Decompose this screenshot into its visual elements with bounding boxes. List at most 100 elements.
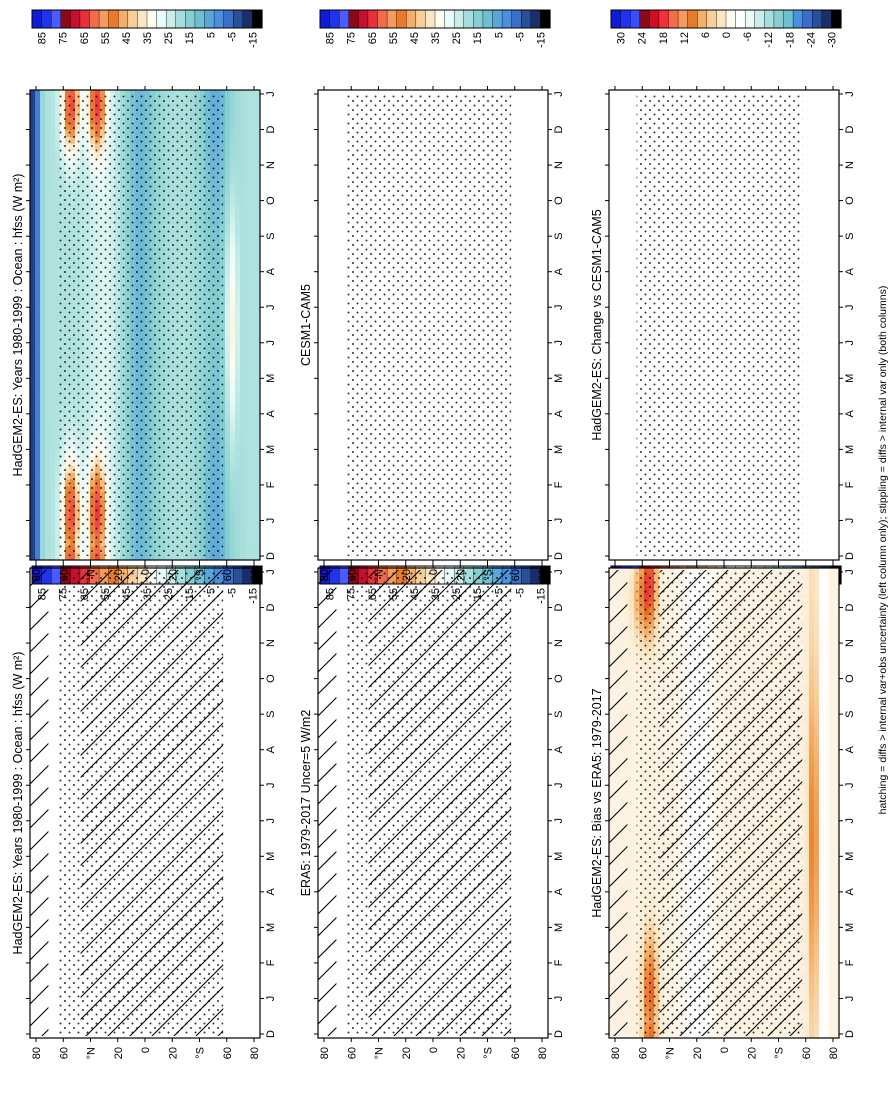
panel-1: 80 60 °N 20 0 20 °S 60 80 D J F M A M J J A S O N D J HadGEM2-E… bbox=[11, 564, 277, 1059]
colorbar-swatch bbox=[98, 9, 110, 29]
month-tick-label: A bbox=[265, 745, 277, 753]
colorbar-swatch bbox=[629, 9, 641, 29]
month-tick-label: D bbox=[265, 1030, 277, 1038]
month-tick-label: J bbox=[265, 304, 277, 310]
colorbar-tick-label: 0 bbox=[721, 32, 733, 38]
colorbar-tick-label: 25 bbox=[163, 32, 175, 44]
month-tick-label: F bbox=[553, 481, 565, 488]
month-tick-label: J bbox=[844, 996, 856, 1002]
colorbar-tick-label: 65 bbox=[367, 32, 379, 44]
month-tick-label: J bbox=[553, 818, 565, 824]
colorbar-swatch bbox=[444, 9, 455, 29]
colorbar-tick-label: 24 bbox=[637, 32, 649, 44]
colorbar-tick-label: 75 bbox=[58, 32, 70, 44]
month-tick-label: J bbox=[265, 91, 277, 97]
panel-5: 80 60 °N 20 0 20 °S 60 80 D J F M A M J J A S O N D J HadGEM2-E… bbox=[590, 564, 856, 1059]
lat-tick-label: °N bbox=[86, 1047, 98, 1059]
colorbar-tick-label: 5 bbox=[205, 32, 217, 38]
colorbar-swatch bbox=[744, 9, 756, 29]
colorbar-swatch bbox=[473, 9, 484, 29]
colorbar-tick-label: 55 bbox=[100, 32, 112, 44]
colorbar-tick-label: -15 bbox=[247, 32, 259, 48]
month-tick-label: N bbox=[553, 161, 565, 169]
month-tick-label: S bbox=[553, 232, 565, 239]
month-tick-label: J bbox=[553, 996, 565, 1002]
colorbar-swatch bbox=[386, 9, 398, 29]
colorbar-swatch bbox=[821, 9, 833, 29]
colorbar-swatch bbox=[329, 9, 340, 29]
lat-tick-label: 20 bbox=[113, 1047, 125, 1059]
month-tick-label: O bbox=[553, 674, 565, 683]
colorbar-tick-label: -24 bbox=[805, 32, 817, 48]
colorbar-swatch bbox=[764, 9, 775, 29]
lat-tick-label: 0 bbox=[719, 1047, 731, 1053]
month-tick-label: M bbox=[844, 852, 856, 861]
month-tick-label: J bbox=[265, 782, 277, 788]
colorbar-swatch bbox=[70, 9, 81, 29]
month-tick-label: A bbox=[844, 888, 856, 896]
colorbar-swatch bbox=[223, 9, 234, 29]
panel-title: HadGEM2-ES: Years 1980-1999 : Ocean : hf… bbox=[11, 174, 25, 477]
lat-tick-label: 80 bbox=[828, 1047, 840, 1059]
lat-tick-label: °S bbox=[195, 1047, 207, 1059]
month-tick-label: O bbox=[844, 196, 856, 205]
month-tick-label: F bbox=[553, 959, 565, 966]
month-tick-label: D bbox=[265, 604, 277, 612]
colorbar-tick-label: -6 bbox=[742, 32, 754, 42]
colorbar-tick-label: 75 bbox=[346, 32, 358, 44]
colorbar-swatch bbox=[31, 9, 43, 29]
colorbar-swatch bbox=[482, 9, 494, 29]
month-tick-label: J bbox=[844, 91, 856, 97]
month-tick-label: A bbox=[553, 267, 565, 275]
colorbar-4: 85 75 65 55 45 35 25 15 5 -5 -15 bbox=[319, 9, 551, 48]
colorbar-swatch bbox=[127, 9, 139, 29]
colorbar-swatch bbox=[434, 9, 446, 29]
colorbar-swatch bbox=[501, 9, 513, 29]
month-tick-label: J bbox=[265, 518, 277, 524]
colorbar-swatch bbox=[338, 9, 350, 29]
lat-tick-label: 20 bbox=[167, 1047, 179, 1059]
month-tick-label: S bbox=[265, 232, 277, 239]
colorbar-swatch bbox=[735, 9, 746, 29]
colorbar-swatch bbox=[649, 9, 660, 29]
lat-tick-label: 80 bbox=[537, 1047, 549, 1059]
month-tick-label: J bbox=[553, 518, 565, 524]
month-tick-label: O bbox=[265, 674, 277, 683]
colorbar-tick-label: -15 bbox=[247, 588, 259, 604]
month-tick-label: M bbox=[265, 923, 277, 932]
month-tick-label: D bbox=[844, 126, 856, 134]
colorbar-swatch bbox=[620, 9, 631, 29]
panel-title: HadGEM2-ES: Change vs CESM1-CAM5 bbox=[590, 209, 604, 440]
month-tick-label: D bbox=[844, 604, 856, 612]
month-tick-label: A bbox=[844, 410, 856, 418]
lat-tick-label: 60 bbox=[510, 1047, 522, 1059]
colorbar-swatch bbox=[783, 9, 794, 29]
stipple-overlay bbox=[636, 94, 803, 556]
lat-tick-label: 20 bbox=[746, 1047, 758, 1059]
colorbar-swatch bbox=[792, 9, 804, 29]
colorbar-swatch bbox=[706, 9, 718, 29]
month-tick-label: F bbox=[844, 959, 856, 966]
month-tick-label: D bbox=[265, 552, 277, 560]
colorbar-tick-label: -12 bbox=[763, 32, 775, 48]
month-tick-label: A bbox=[844, 745, 856, 753]
panel-title: ERA5: 1979-2017 Uncer=5 W/m2 bbox=[299, 710, 313, 897]
colorbar-swatch bbox=[511, 9, 522, 29]
month-tick-label: A bbox=[553, 888, 565, 896]
colorbar-tick-label: -15 bbox=[535, 588, 547, 604]
month-tick-label: J bbox=[844, 304, 856, 310]
colorbar-swatch bbox=[725, 9, 737, 29]
colorbar-swatch bbox=[668, 9, 679, 29]
panel-3: 80 60 °N 20 0 20 °S 60 80 D J F M A M J J A S O N D J ERA5: 197… bbox=[299, 564, 565, 1059]
month-tick-label: F bbox=[265, 959, 277, 966]
month-tick-label: J bbox=[265, 818, 277, 824]
colorbar-swatch bbox=[175, 9, 186, 29]
month-tick-label: M bbox=[265, 852, 277, 861]
month-tick-label: A bbox=[265, 410, 277, 418]
colorbar-swatch bbox=[118, 9, 129, 29]
colorbar-swatch bbox=[521, 9, 532, 29]
colorbar-2: 85 75 65 55 45 35 25 15 5 -5 -15 bbox=[31, 9, 263, 48]
lat-tick-label: 60 bbox=[222, 1047, 234, 1059]
month-tick-label: J bbox=[553, 782, 565, 788]
footer-note: hatching = diffs > internal var+obs unce… bbox=[877, 286, 889, 815]
